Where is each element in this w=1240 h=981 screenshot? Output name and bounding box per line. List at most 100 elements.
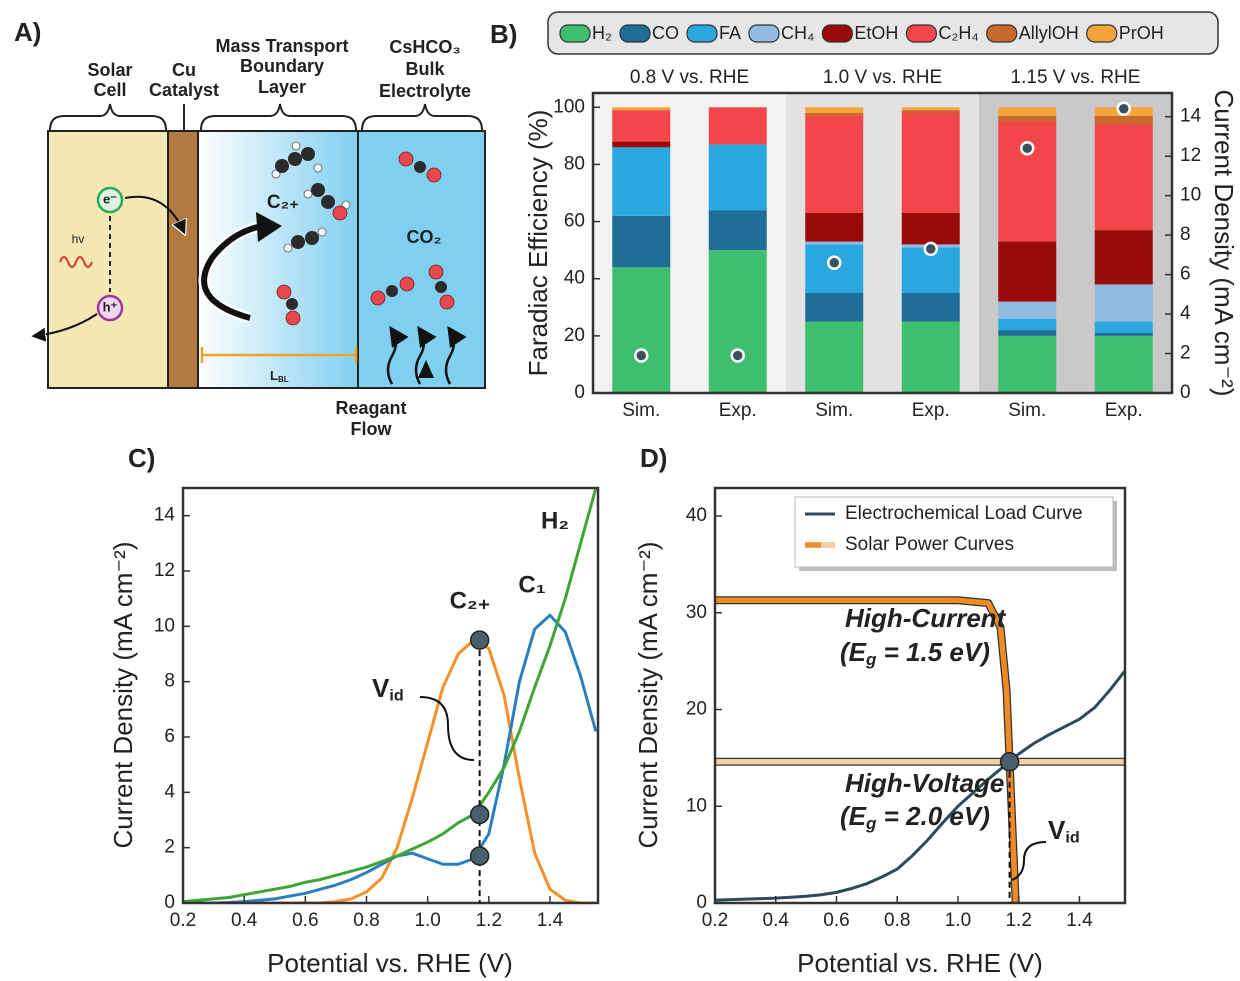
marker-point xyxy=(469,804,490,825)
flow-arrows xyxy=(386,325,467,385)
y-tick-label: 0 xyxy=(164,892,175,913)
legend-box xyxy=(547,11,1219,55)
series-label: C₂₊ xyxy=(450,587,491,614)
bar-segment xyxy=(901,113,960,213)
x-tick-label: 0.6 xyxy=(292,910,318,931)
marker-point xyxy=(469,630,490,650)
legend-swatch xyxy=(559,24,591,43)
heading: Layer xyxy=(258,77,306,97)
y-tick-label: 14 xyxy=(1180,106,1202,127)
x-tick-label: 0.4 xyxy=(763,910,790,931)
photon xyxy=(59,256,93,268)
heading: Electrolyte xyxy=(379,81,471,101)
heading: Solar xyxy=(87,60,132,80)
bar-segment xyxy=(612,215,671,268)
annotation-sub: id xyxy=(1065,829,1079,847)
hole-label: h⁺ xyxy=(103,299,118,314)
bar-segment xyxy=(805,107,864,113)
y-tick-label: 8 xyxy=(164,671,175,692)
y-tick-label: 0 xyxy=(1180,382,1191,403)
legend-swatch xyxy=(686,24,718,43)
series-line xyxy=(183,638,596,903)
y-axis-label: Current Density (mA cm⁻²) xyxy=(633,542,663,849)
electron-label: e⁻ xyxy=(103,191,117,206)
x-tick-label: Exp. xyxy=(912,400,950,421)
x-tick-label: Sim. xyxy=(815,400,853,421)
bar-segment xyxy=(1094,321,1153,333)
x-tick-label: Exp. xyxy=(719,400,757,421)
product-label: C₂₊ xyxy=(267,192,299,213)
legend-swatch xyxy=(1086,24,1118,43)
bar-segment xyxy=(998,318,1057,331)
flow-label: Reagant xyxy=(335,398,406,418)
bar-segment xyxy=(612,267,671,393)
bar-segment xyxy=(612,110,671,142)
y-tick-label: 60 xyxy=(564,211,585,232)
y-tick-label: 10 xyxy=(1180,185,1201,206)
bar-segment xyxy=(612,147,671,216)
bar-segment xyxy=(708,210,767,251)
annotation-part: (E xyxy=(840,801,867,831)
bar-segment xyxy=(805,113,864,116)
bar-segment xyxy=(998,121,1057,242)
electron xyxy=(96,186,124,214)
y-tick-label: 6 xyxy=(164,726,175,747)
current-density-point xyxy=(634,348,649,363)
flow-label: Flow xyxy=(351,419,393,439)
bar-segment xyxy=(708,107,767,145)
x-tick-label: 1.0 xyxy=(945,910,971,931)
bar-segment xyxy=(1094,230,1153,285)
legend-label: CO xyxy=(652,23,679,43)
y-tick-label: 100 xyxy=(553,96,585,117)
x-tick-label: 0.2 xyxy=(170,910,196,931)
bar-segment xyxy=(805,293,864,322)
plot-frame xyxy=(713,486,1127,905)
current-density-point xyxy=(827,255,842,270)
arrow xyxy=(201,223,263,321)
current-density-point xyxy=(1020,141,1035,156)
series-annotation: High-Current xyxy=(845,603,1007,633)
y-tick-label: 10 xyxy=(686,795,707,816)
y-tick-label: 0 xyxy=(574,382,585,403)
bar-segment xyxy=(998,335,1057,393)
marker-point xyxy=(999,752,1020,772)
legend-swatch xyxy=(748,24,780,43)
panel-label: B) xyxy=(490,19,517,49)
bar-segment xyxy=(612,107,671,111)
bar-segment xyxy=(708,144,767,211)
current-density-point xyxy=(923,241,938,257)
heading: Cell xyxy=(93,80,126,100)
y-tick-label: 2 xyxy=(164,837,175,858)
x-tick-label: 0.2 xyxy=(702,910,728,931)
heading: Mass Transport xyxy=(215,36,348,56)
bar-segment xyxy=(901,321,960,393)
legend-label: H₂ xyxy=(592,23,612,43)
x-axis-label: Potential vs. RHE (V) xyxy=(267,948,513,978)
panel-a: A) Solar Cell Cu Catalyst Mass Transport… xyxy=(14,17,486,445)
bar-segment xyxy=(998,330,1057,336)
annotation-part: (E xyxy=(840,637,867,667)
y-tick-label: 12 xyxy=(154,560,175,581)
legend-label: EtOH xyxy=(854,23,898,43)
arrow xyxy=(124,195,184,232)
annotation-sub: g xyxy=(865,814,877,833)
series-line xyxy=(183,488,598,903)
marker-point xyxy=(469,846,490,866)
legend-swatch xyxy=(619,24,651,43)
legend-label: FA xyxy=(719,23,741,43)
cu-catalyst xyxy=(167,130,199,389)
y-tick-label: 4 xyxy=(1180,303,1191,324)
hole xyxy=(96,294,124,322)
heading: Boundary xyxy=(240,56,324,76)
bar-segment xyxy=(805,241,864,245)
group-label: 0.8 V vs. RHE xyxy=(630,67,749,88)
length-bar xyxy=(200,347,358,363)
x-axis-label: Potential vs. RHE (V) xyxy=(797,948,1043,978)
current-density-point xyxy=(730,348,745,363)
group-label: 1.0 V vs. RHE xyxy=(823,67,942,88)
y-tick-label: 4 xyxy=(164,781,175,802)
y-tick-label: 40 xyxy=(686,505,707,526)
series-label: H₂ xyxy=(541,507,569,534)
x-tick-label: 0.6 xyxy=(823,910,849,931)
heading: CsHCO₃ xyxy=(389,37,460,57)
